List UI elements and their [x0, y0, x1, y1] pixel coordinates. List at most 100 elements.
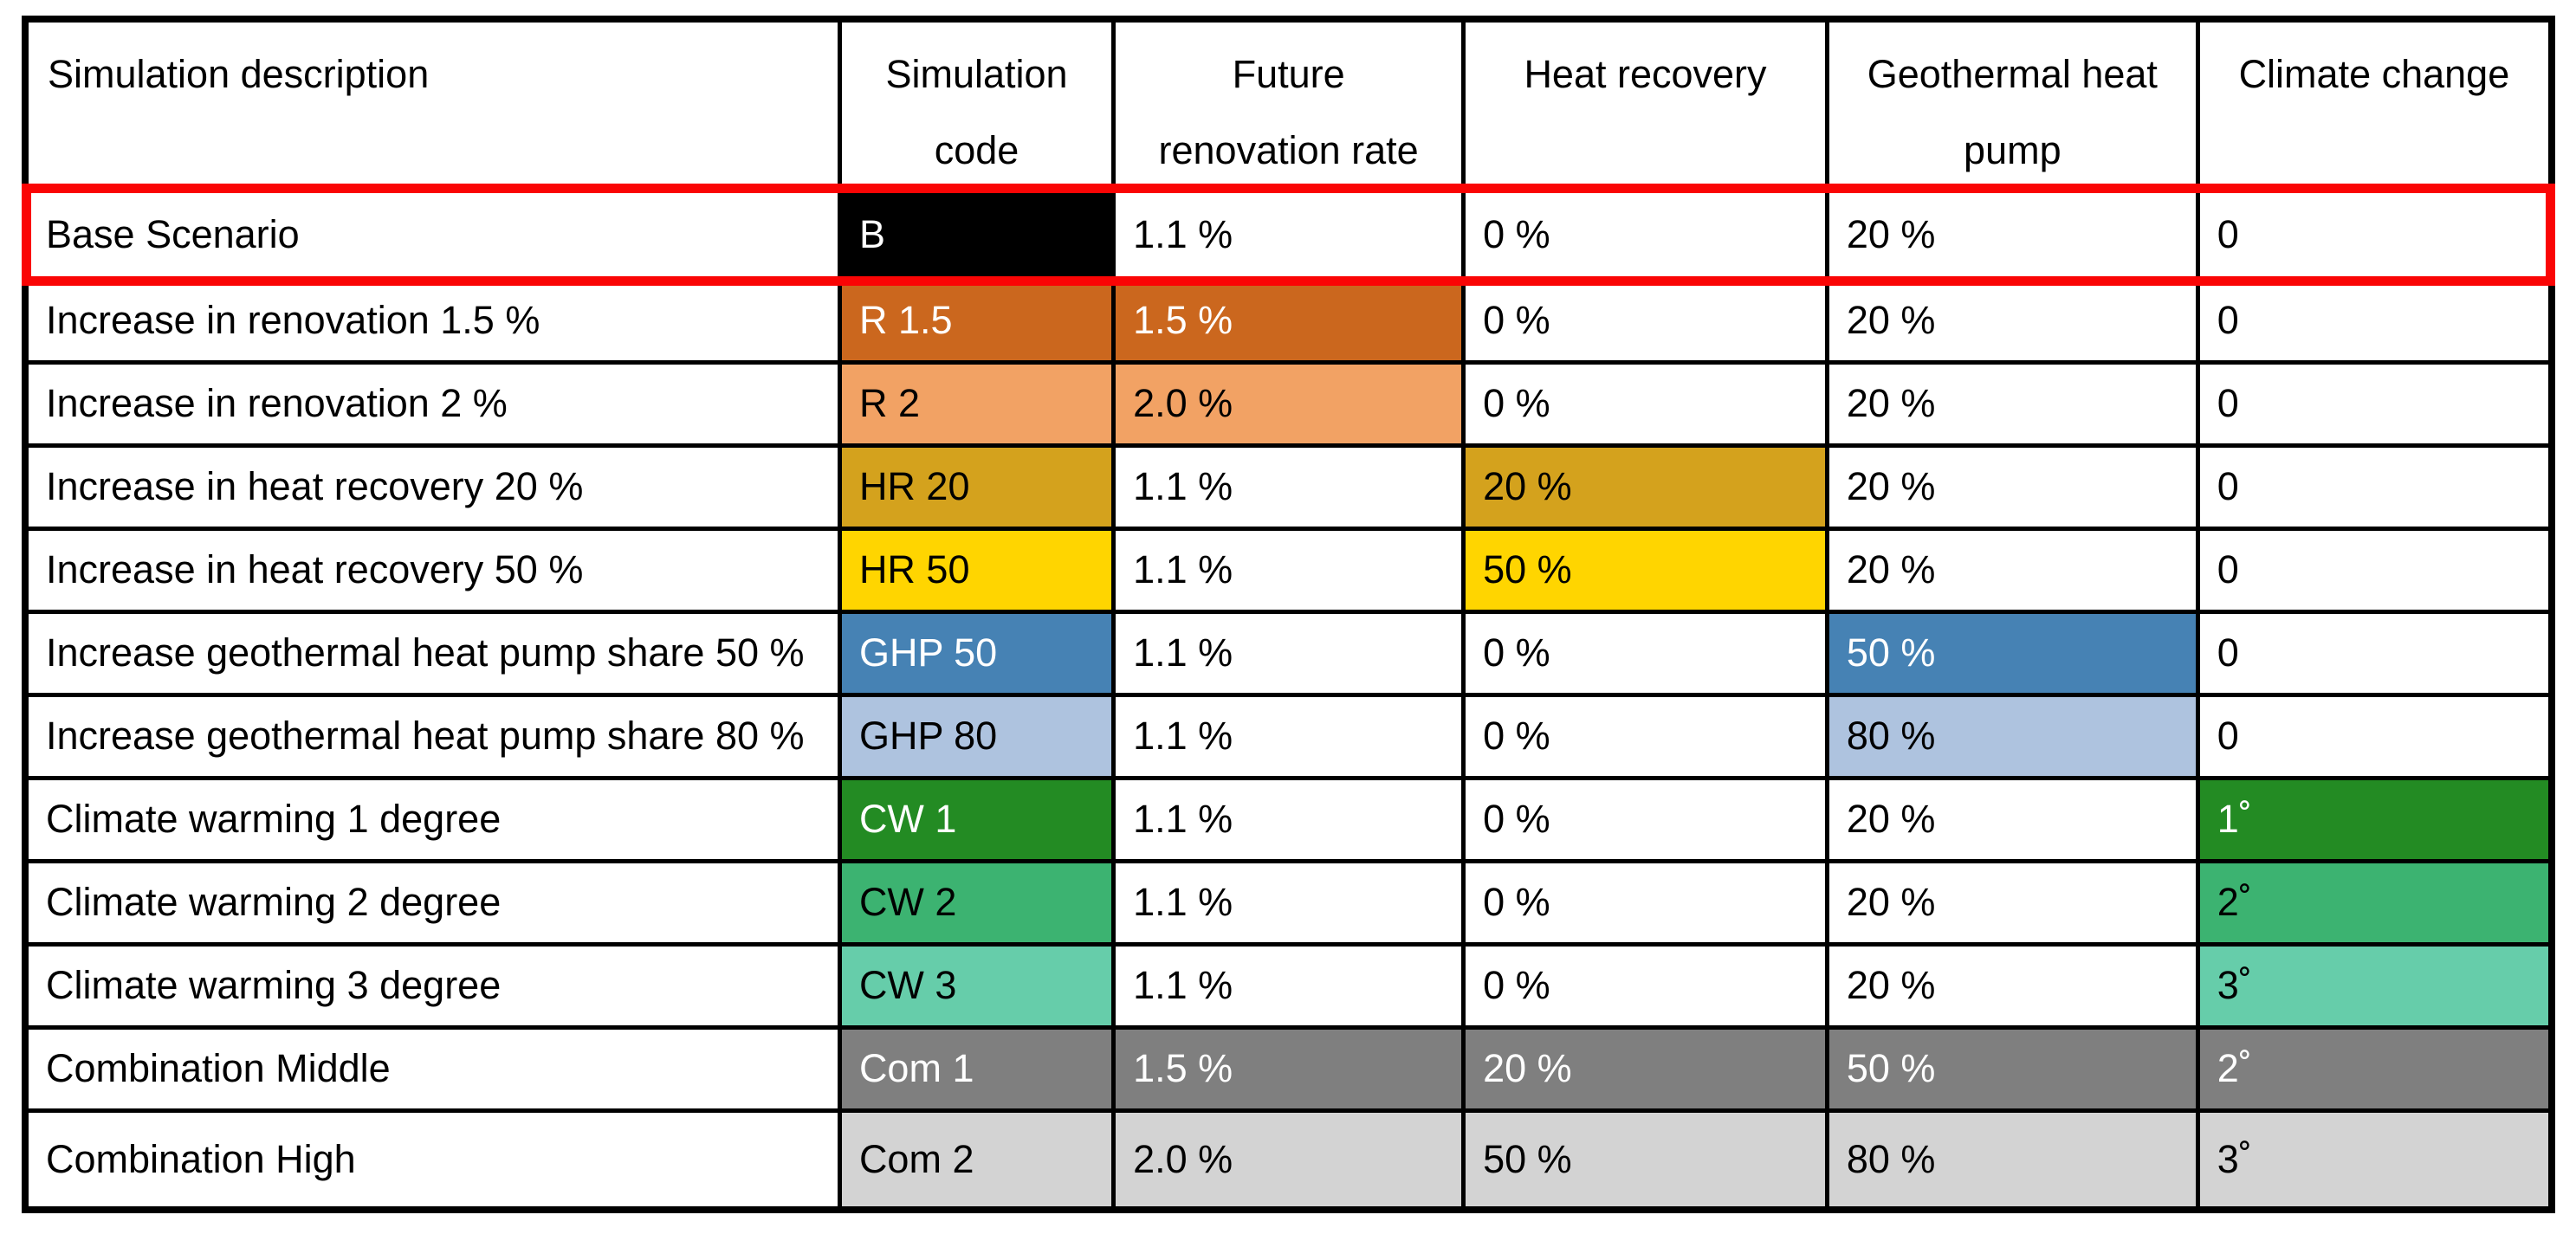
table-row: Increase in renovation 1.5 % R 1.5 1.5 % 0 …: [23, 276, 2554, 365]
cell-future-renovation-rate: 1.5 %: [1111, 1024, 1466, 1113]
cell-simulation-description: Increase in heat recovery 20 %: [23, 443, 842, 531]
cell-climate-change: 0: [2195, 609, 2554, 697]
cell-heat-recovery: 0 %: [1461, 359, 1829, 448]
table-row: Climate warming 2 degree CW 2 1.1 % 0 % 20 %…: [23, 858, 2554, 947]
header-label-line: pump: [1964, 127, 2061, 172]
cell-heat-recovery: 50 %: [1461, 1108, 1829, 1212]
table-row: Combination Middle Com 1 1.5 % 20 % 50 % 2˚: [23, 1024, 2554, 1113]
cell-climate-change: 0: [2195, 188, 2554, 281]
cell-simulation-description: Increase geothermal heat pump share 80 %: [23, 692, 842, 780]
table-row: Increase in renovation 2 % R 2 2.0 % 0 % 20 …: [23, 359, 2554, 448]
cell-simulation-description: Base Scenario: [23, 188, 842, 281]
cell-geothermal-heat-pump: 50 %: [1824, 1024, 2200, 1113]
cell-simulation-code: GHP 50: [837, 609, 1116, 697]
header-label-line: Simulation description: [48, 52, 430, 96]
table-body: Base Scenario B 1.1 % 0 % 20 % 0 Increase in r…: [23, 188, 2554, 1212]
header-cell-heat-recovery: Heat recovery: [1461, 16, 1829, 193]
cell-simulation-code: CW 1: [837, 775, 1116, 863]
table-row: Base Scenario B 1.1 % 0 % 20 % 0: [23, 188, 2554, 281]
cell-heat-recovery: 0 %: [1461, 941, 1829, 1030]
cell-simulation-code: CW 3: [837, 941, 1116, 1030]
cell-climate-change: 0: [2195, 359, 2554, 448]
cell-climate-change: 0: [2195, 526, 2554, 614]
cell-heat-recovery: 0 %: [1461, 775, 1829, 863]
cell-simulation-description: Increase in renovation 2 %: [23, 359, 842, 448]
header-cell-simulation-code: Simulation code: [837, 16, 1116, 193]
cell-simulation-description: Increase geothermal heat pump share 50 %: [23, 609, 842, 697]
cell-geothermal-heat-pump: 20 %: [1824, 775, 2200, 863]
cell-future-renovation-rate: 1.1 %: [1111, 941, 1466, 1030]
cell-climate-change: 1˚: [2195, 775, 2554, 863]
cell-simulation-description: Increase in renovation 1.5 %: [23, 276, 842, 365]
cell-simulation-code: HR 50: [837, 526, 1116, 614]
table-row: Climate warming 3 degree CW 3 1.1 % 0 % 20 %…: [23, 941, 2554, 1030]
header-cell-future-renovation-rate: Future renovation rate: [1111, 16, 1466, 193]
cell-simulation-description: Combination High: [23, 1108, 842, 1212]
cell-heat-recovery: 0 %: [1461, 692, 1829, 780]
cell-geothermal-heat-pump: 20 %: [1824, 188, 2200, 281]
cell-future-renovation-rate: 2.0 %: [1111, 1108, 1466, 1212]
cell-heat-recovery: 0 %: [1461, 276, 1829, 365]
cell-geothermal-heat-pump: 20 %: [1824, 276, 2200, 365]
cell-future-renovation-rate: 1.1 %: [1111, 858, 1466, 947]
simulation-scenarios-table: Simulation description Simulation code Futu…: [22, 16, 2555, 1213]
table-row: Increase in heat recovery 50 % HR 50 1.1 %…: [23, 526, 2554, 614]
cell-climate-change: 3˚: [2195, 941, 2554, 1030]
cell-geothermal-heat-pump: 20 %: [1824, 941, 2200, 1030]
cell-heat-recovery: 50 %: [1461, 526, 1829, 614]
cell-climate-change: 3˚: [2195, 1108, 2554, 1212]
cell-climate-change: 0: [2195, 692, 2554, 780]
cell-heat-recovery: 0 %: [1461, 188, 1829, 281]
header-cell-geothermal-heat-pump: Geothermal heat pump: [1824, 16, 2200, 193]
cell-heat-recovery: 0 %: [1461, 858, 1829, 947]
cell-simulation-code: Com 2: [837, 1108, 1116, 1212]
header-label-line: code: [934, 127, 1019, 172]
cell-future-renovation-rate: 1.1 %: [1111, 526, 1466, 614]
cell-heat-recovery: 0 %: [1461, 609, 1829, 697]
table-row: Increase geothermal heat pump share 80 %…: [23, 692, 2554, 780]
cell-simulation-description: Combination Middle: [23, 1024, 842, 1113]
header-label-line: renovation rate: [1158, 127, 1419, 172]
cell-simulation-code: GHP 80: [837, 692, 1116, 780]
cell-geothermal-heat-pump: 20 %: [1824, 359, 2200, 448]
cell-simulation-code: CW 2: [837, 858, 1116, 947]
cell-geothermal-heat-pump: 80 %: [1824, 692, 2200, 780]
cell-future-renovation-rate: 1.1 %: [1111, 609, 1466, 697]
cell-geothermal-heat-pump: 20 %: [1824, 443, 2200, 531]
header-label-line: Future: [1232, 52, 1345, 96]
cell-climate-change: 0: [2195, 276, 2554, 365]
cell-future-renovation-rate: 1.1 %: [1111, 692, 1466, 780]
cell-simulation-code: Com 1: [837, 1024, 1116, 1113]
cell-future-renovation-rate: 1.5 %: [1111, 276, 1466, 365]
cell-simulation-code: R 1.5: [837, 276, 1116, 365]
table-row: Increase in heat recovery 20 % HR 20 1.1 %…: [23, 443, 2554, 531]
cell-heat-recovery: 20 %: [1461, 443, 1829, 531]
cell-simulation-code: B: [837, 188, 1116, 281]
cell-future-renovation-rate: 1.1 %: [1111, 188, 1466, 281]
cell-simulation-description: Climate warming 2 degree: [23, 858, 842, 947]
cell-climate-change: 0: [2195, 443, 2554, 531]
cell-future-renovation-rate: 2.0 %: [1111, 359, 1466, 448]
cell-simulation-description: Climate warming 3 degree: [23, 941, 842, 1030]
cell-future-renovation-rate: 1.1 %: [1111, 443, 1466, 531]
header-row: Simulation description Simulation code Futu…: [23, 16, 2554, 193]
header-cell-climate-change: Climate change: [2195, 16, 2554, 193]
cell-simulation-description: Climate warming 1 degree: [23, 775, 842, 863]
cell-geothermal-heat-pump: 20 %: [1824, 858, 2200, 947]
cell-simulation-code: HR 20: [837, 443, 1116, 531]
cell-geothermal-heat-pump: 20 %: [1824, 526, 2200, 614]
cell-geothermal-heat-pump: 80 %: [1824, 1108, 2200, 1212]
cell-simulation-description: Increase in heat recovery 50 %: [23, 526, 842, 614]
header-label-line: Simulation: [885, 52, 1068, 96]
header-label-line: Geothermal heat: [1867, 52, 2158, 96]
header-cell-simulation-description: Simulation description: [23, 16, 842, 193]
table-row: Climate warming 1 degree CW 1 1.1 % 0 % 20 %…: [23, 775, 2554, 863]
cell-heat-recovery: 20 %: [1461, 1024, 1829, 1113]
header-label-line: Climate change: [2238, 52, 2510, 96]
cell-future-renovation-rate: 1.1 %: [1111, 775, 1466, 863]
cell-simulation-code: R 2: [837, 359, 1116, 448]
cell-geothermal-heat-pump: 50 %: [1824, 609, 2200, 697]
header-label-line: Heat recovery: [1524, 52, 1767, 96]
table-row: Increase geothermal heat pump share 50 %…: [23, 609, 2554, 697]
